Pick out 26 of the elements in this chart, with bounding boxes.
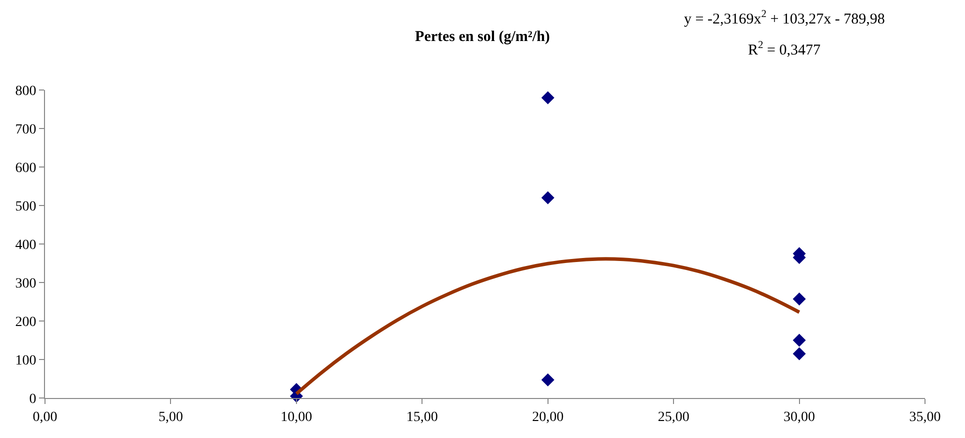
x-tick-label: 25,00 [658,410,690,425]
y-tick-label: 700 [15,122,36,138]
y-tick-label: 400 [15,238,36,253]
y-tick-label: 200 [15,314,36,330]
x-tick-label: 5,00 [158,410,183,425]
x-tick-label: 10,00 [280,410,312,425]
y-tick-label: 0 [29,392,36,407]
point [541,91,554,104]
x-tick-label: 15,00 [406,410,438,425]
text: y = -2,3169x$^{2}$ + 103,27x - 789,98 [684,9,885,28]
point [792,347,806,360]
x-tick-label: 20,00 [532,410,564,425]
y-tick-label: 100 [15,353,36,368]
point [541,373,554,386]
point [541,191,554,204]
chart-title: Pertes en sol (g/m²/h) [415,29,550,46]
x-tick-label: 35,00 [909,410,941,425]
y-tick-label: 500 [15,199,36,214]
x-tick-label: 0,00 [32,410,58,425]
y-tick-label: 300 [15,276,36,292]
x-tick-label: 30,00 [784,410,816,425]
text: R$^{2}$ = 0,3477 [748,40,821,58]
y-tick-label: 600 [15,160,36,176]
point [792,334,806,347]
point [792,292,806,306]
y-tick-label: 800 [15,84,36,99]
